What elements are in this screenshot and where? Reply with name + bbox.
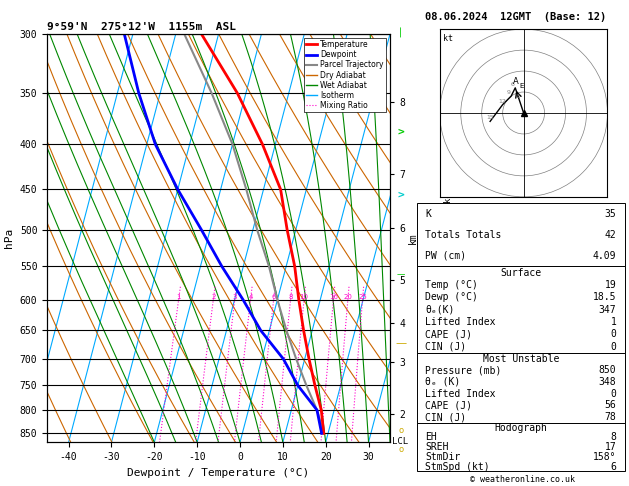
Text: 1: 1: [610, 317, 616, 327]
Text: 3: 3: [515, 94, 520, 99]
Bar: [417, 203, 625, 266]
Text: Lifted Index: Lifted Index: [425, 317, 496, 327]
Text: StmDir: StmDir: [425, 452, 460, 462]
Text: 35: 35: [604, 208, 616, 219]
X-axis label: Dewpoint / Temperature (°C): Dewpoint / Temperature (°C): [128, 468, 309, 478]
Text: 158°: 158°: [593, 452, 616, 462]
Text: 6: 6: [271, 294, 276, 300]
Text: 56: 56: [604, 400, 616, 410]
Text: 20: 20: [343, 294, 352, 300]
Text: LCL: LCL: [392, 437, 408, 447]
Text: 9°59'N  275°12'W  1155m  ASL: 9°59'N 275°12'W 1155m ASL: [47, 22, 236, 32]
Text: θₑ(K): θₑ(K): [425, 305, 455, 314]
Text: Surface: Surface: [500, 268, 542, 278]
Text: —: —: [395, 338, 406, 347]
Text: 17: 17: [604, 442, 616, 452]
Text: 1: 1: [176, 294, 181, 300]
Bar: [417, 266, 625, 353]
Text: 6: 6: [610, 462, 616, 471]
Text: Pressure (mb): Pressure (mb): [425, 365, 502, 375]
Text: o: o: [398, 445, 403, 454]
Text: A: A: [513, 77, 519, 86]
Legend: Temperature, Dewpoint, Parcel Trajectory, Dry Adiabat, Wet Adiabat, Isotherm, Mi: Temperature, Dewpoint, Parcel Trajectory…: [304, 38, 386, 112]
Text: CAPE (J): CAPE (J): [425, 329, 472, 339]
Text: StmSpd (kt): StmSpd (kt): [425, 462, 490, 471]
Text: E: E: [520, 83, 524, 89]
Text: © weatheronline.co.uk: © weatheronline.co.uk: [470, 474, 574, 484]
Text: 18.5: 18.5: [593, 292, 616, 302]
Text: Lifted Index: Lifted Index: [425, 389, 496, 399]
Text: 4: 4: [248, 294, 253, 300]
Text: Totals Totals: Totals Totals: [425, 230, 502, 240]
Text: 8: 8: [610, 433, 616, 442]
Text: Mixing Ratio (g/kg): Mixing Ratio (g/kg): [443, 187, 453, 289]
Text: Temp (°C): Temp (°C): [425, 280, 478, 290]
Text: 15: 15: [486, 115, 494, 120]
Y-axis label: km
ASL: km ASL: [408, 229, 429, 247]
Text: 78: 78: [604, 412, 616, 422]
Text: 16: 16: [329, 294, 338, 300]
Text: 25: 25: [358, 294, 367, 300]
Text: 9: 9: [507, 90, 511, 95]
Text: SREH: SREH: [425, 442, 449, 452]
Bar: [417, 423, 625, 471]
Text: EH: EH: [425, 433, 437, 442]
Text: kt: kt: [443, 34, 453, 43]
Text: 3: 3: [233, 294, 237, 300]
Text: CIN (J): CIN (J): [425, 412, 467, 422]
Text: 348: 348: [599, 377, 616, 387]
Text: 2: 2: [211, 294, 216, 300]
Text: >: >: [398, 190, 404, 199]
Text: 6: 6: [511, 82, 515, 87]
Text: 4.09: 4.09: [593, 251, 616, 261]
Text: —: —: [396, 26, 406, 37]
Text: 08.06.2024  12GMT  (Base: 12): 08.06.2024 12GMT (Base: 12): [425, 12, 606, 22]
Text: θₑ (K): θₑ (K): [425, 377, 460, 387]
Text: CIN (J): CIN (J): [425, 342, 467, 351]
Text: Most Unstable: Most Unstable: [482, 354, 559, 364]
Y-axis label: hPa: hPa: [4, 228, 14, 248]
Text: —: —: [396, 270, 405, 279]
Text: 12: 12: [499, 99, 506, 104]
Text: 850: 850: [599, 365, 616, 375]
Text: o: o: [398, 426, 403, 434]
Text: 347: 347: [599, 305, 616, 314]
Text: K: K: [425, 208, 431, 219]
Text: 0: 0: [610, 389, 616, 399]
Text: Dewp (°C): Dewp (°C): [425, 292, 478, 302]
Text: PW (cm): PW (cm): [425, 251, 467, 261]
Text: 10: 10: [299, 294, 309, 300]
Text: 0: 0: [610, 329, 616, 339]
Bar: [417, 353, 625, 423]
Text: 8: 8: [288, 294, 293, 300]
Text: 19: 19: [604, 280, 616, 290]
Text: 0: 0: [610, 342, 616, 351]
Text: 42: 42: [604, 230, 616, 240]
Text: Hodograph: Hodograph: [494, 423, 547, 433]
Text: >: >: [398, 126, 404, 136]
Text: CAPE (J): CAPE (J): [425, 400, 472, 410]
